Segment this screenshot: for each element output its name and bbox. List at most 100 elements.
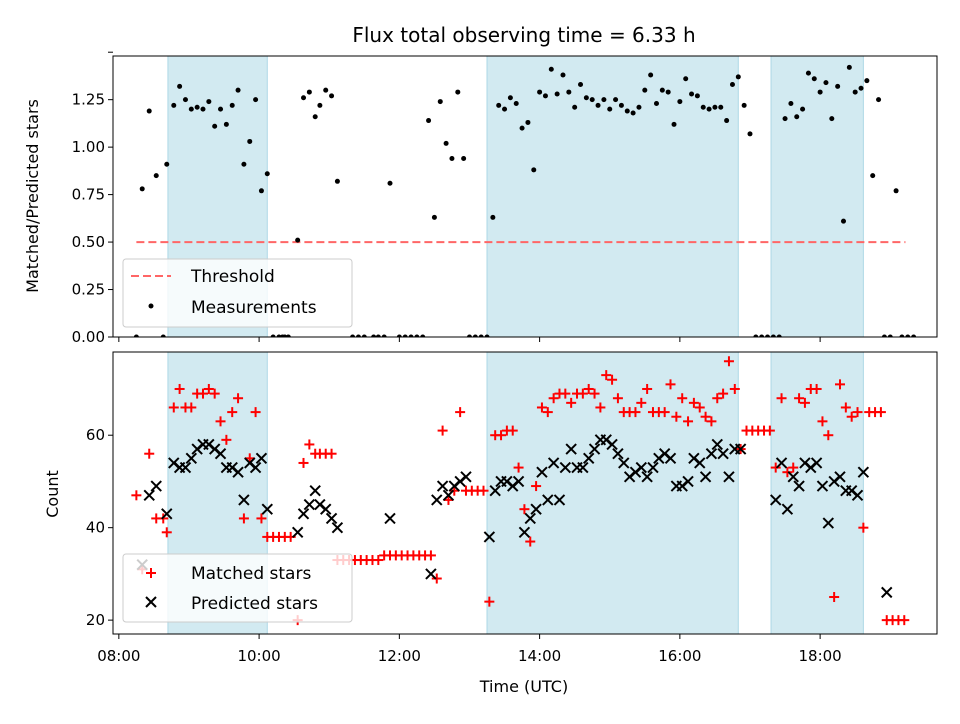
matched-point bbox=[298, 457, 309, 468]
measurement-point bbox=[139, 186, 145, 192]
measurement-point bbox=[188, 106, 194, 112]
measurement-point bbox=[371, 334, 377, 337]
matched-point bbox=[304, 439, 315, 450]
measurement-point bbox=[876, 97, 882, 103]
measurement-point bbox=[519, 125, 525, 131]
predicted-point bbox=[150, 480, 162, 492]
top-legend: Threshold Measurements bbox=[122, 258, 353, 328]
measurement-point bbox=[677, 99, 683, 105]
predicted-point bbox=[717, 447, 729, 460]
bottom-ytick-label: 20 bbox=[86, 611, 105, 629]
predicted-point bbox=[489, 484, 501, 497]
measurement-point bbox=[770, 334, 776, 337]
matched-point bbox=[536, 402, 547, 413]
predicted-point bbox=[214, 447, 227, 460]
predicted-point bbox=[442, 489, 455, 502]
bottom-ytick-label: 40 bbox=[86, 519, 105, 537]
measurement-point bbox=[566, 89, 572, 95]
top-ytick-label: 0.00 bbox=[72, 328, 105, 346]
matched-point bbox=[513, 462, 524, 473]
predicted-point bbox=[577, 461, 589, 474]
measurement-point bbox=[747, 131, 753, 137]
matched-point bbox=[834, 379, 845, 390]
measurement-point bbox=[583, 95, 589, 101]
predicted-point bbox=[699, 471, 712, 483]
predicted-point bbox=[232, 466, 244, 478]
matched-point bbox=[161, 527, 172, 538]
measurement-point bbox=[624, 108, 630, 114]
matched-point bbox=[566, 397, 577, 408]
matched-point bbox=[788, 462, 799, 473]
predicted-point bbox=[249, 461, 262, 474]
predicted-point bbox=[553, 494, 566, 506]
matched-point bbox=[542, 407, 553, 418]
measurement-point bbox=[449, 156, 455, 162]
matched-point bbox=[671, 411, 682, 422]
measurement-point bbox=[200, 106, 206, 112]
matched-point bbox=[688, 397, 699, 408]
predicted-point bbox=[547, 457, 560, 469]
measurement-point bbox=[613, 97, 619, 103]
predicted-point bbox=[530, 503, 542, 515]
measurement-point bbox=[817, 89, 823, 95]
measurement-point bbox=[285, 334, 291, 337]
predicted-point bbox=[694, 457, 706, 469]
predicted-point bbox=[436, 480, 449, 492]
legend-threshold-label: Threshold bbox=[190, 267, 275, 287]
matched-point bbox=[642, 383, 653, 394]
matched-point bbox=[256, 513, 267, 524]
predicted-point bbox=[881, 586, 893, 599]
predicted-point bbox=[524, 512, 536, 525]
predicted-point bbox=[769, 494, 782, 506]
predicted-point bbox=[781, 503, 794, 515]
bottom-ylabel: Count bbox=[43, 470, 62, 518]
measurement-point bbox=[253, 97, 259, 103]
predicted-point bbox=[606, 438, 618, 451]
predicted-point bbox=[851, 489, 864, 502]
measurement-point bbox=[223, 121, 229, 127]
measurement-point bbox=[490, 214, 496, 220]
measurement-point bbox=[858, 85, 864, 91]
measurement-point bbox=[548, 66, 554, 72]
xtick-label: 10:00 bbox=[237, 647, 280, 665]
measurement-point bbox=[194, 104, 200, 110]
matched-point bbox=[238, 513, 249, 524]
top-legend-frame bbox=[122, 258, 353, 328]
matched-point bbox=[431, 573, 442, 584]
predicted-point bbox=[559, 461, 572, 474]
measurement-point bbox=[712, 104, 718, 110]
matched-point bbox=[507, 425, 518, 436]
measurement-point bbox=[247, 138, 253, 144]
xtick-label: 18:00 bbox=[799, 647, 842, 665]
matched-point bbox=[197, 388, 208, 399]
measurement-point bbox=[466, 334, 472, 337]
measurement-point bbox=[881, 334, 887, 337]
matched-point bbox=[677, 393, 688, 404]
measurement-point bbox=[443, 140, 449, 146]
matched-point bbox=[484, 596, 495, 607]
measurement-point bbox=[361, 334, 367, 337]
measurement-point bbox=[595, 102, 601, 108]
predicted-point bbox=[431, 494, 443, 506]
predicted-point bbox=[711, 438, 723, 451]
matched-point bbox=[852, 407, 863, 418]
measurement-point bbox=[607, 106, 613, 112]
matched-point bbox=[168, 402, 179, 413]
matched-point bbox=[373, 555, 384, 566]
measurement-point bbox=[741, 102, 747, 108]
measurement-point bbox=[334, 178, 340, 184]
matched-point bbox=[221, 434, 232, 445]
predicted-point bbox=[582, 452, 595, 465]
predicted-point bbox=[664, 452, 677, 465]
measurement-point bbox=[461, 156, 467, 162]
matched-point bbox=[723, 356, 734, 367]
top-ytick-label: 0.25 bbox=[72, 281, 105, 299]
predicted-point bbox=[291, 526, 304, 539]
measurement-point bbox=[264, 171, 270, 177]
measurement-point bbox=[630, 110, 636, 116]
measurement-point bbox=[437, 99, 443, 105]
measurement-point bbox=[531, 167, 537, 173]
predicted-point bbox=[647, 461, 659, 474]
measurement-point bbox=[218, 106, 224, 112]
top-shaded-interval bbox=[486, 56, 739, 337]
